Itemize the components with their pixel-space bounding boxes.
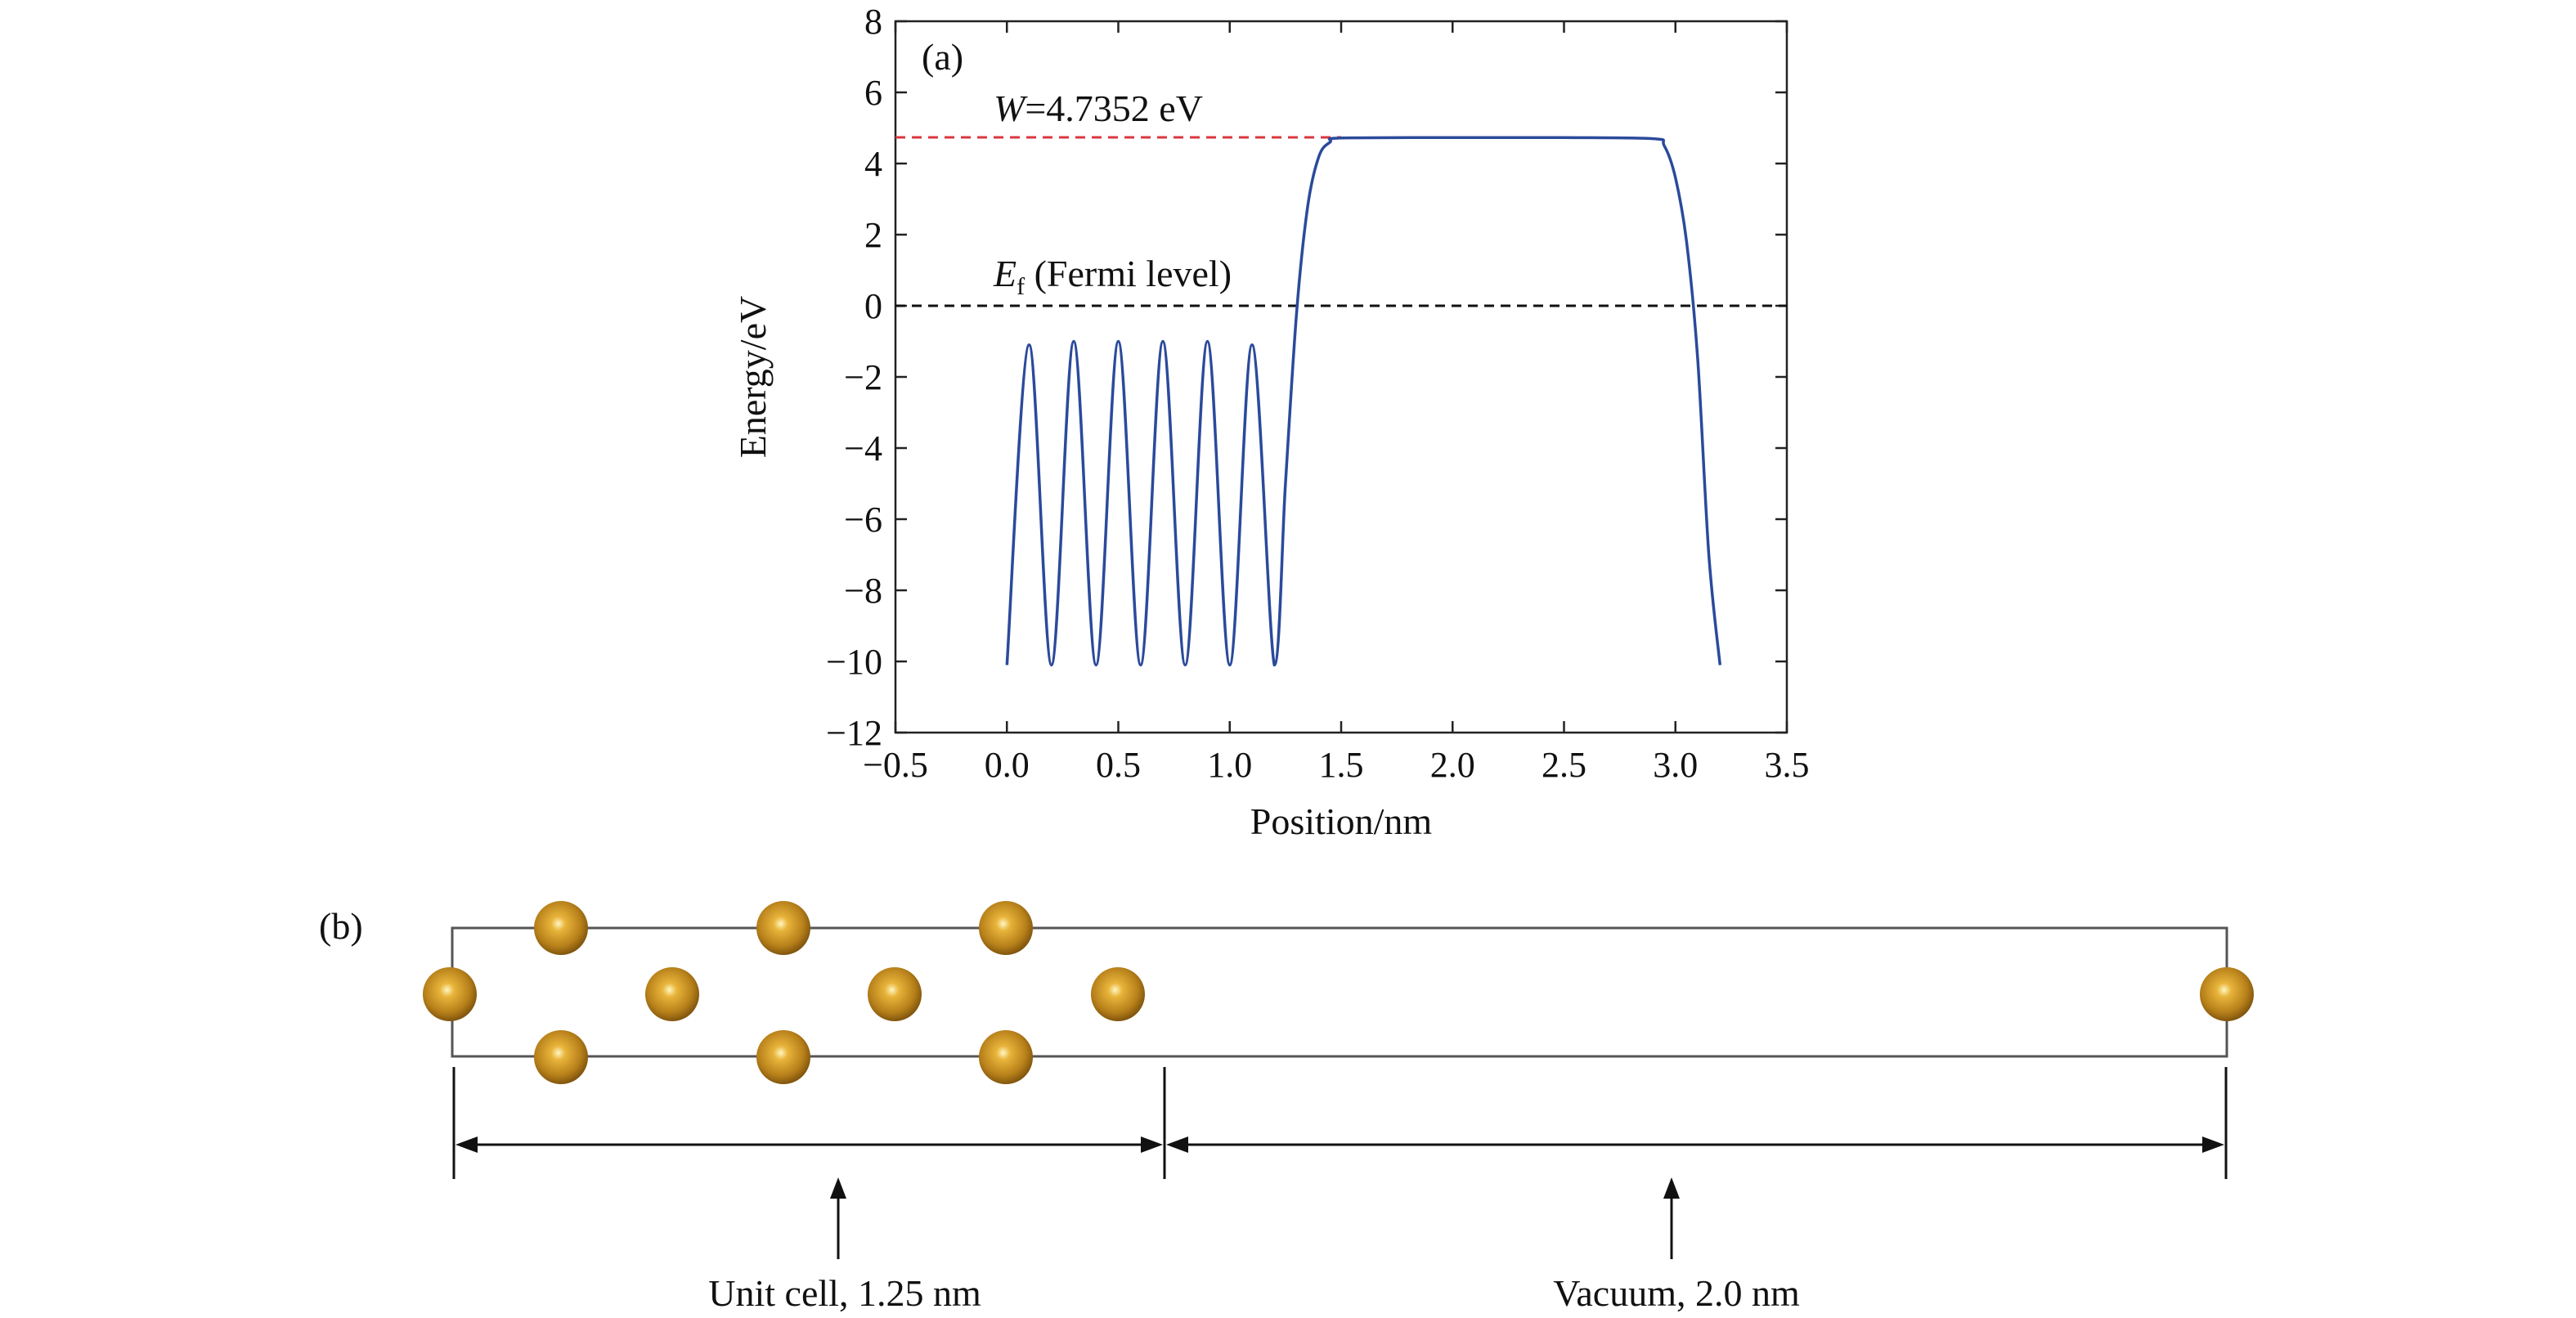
atom bbox=[979, 901, 1033, 955]
vacuum-arrow-left-head bbox=[1166, 1136, 1188, 1153]
atom bbox=[756, 901, 810, 955]
x-tick-label: 1.0 bbox=[1207, 745, 1252, 785]
y-tick-label: −4 bbox=[844, 428, 882, 468]
unit-cell-label: Unit cell, 1.25 nm bbox=[708, 1272, 981, 1314]
atom bbox=[756, 1030, 810, 1084]
y-tick-label: −6 bbox=[844, 500, 882, 540]
y-tick-label: 2 bbox=[864, 215, 882, 255]
work-function-symbol: W bbox=[994, 87, 1028, 129]
x-tick-label: 3.0 bbox=[1653, 745, 1698, 785]
y-ticks: −12 −10 −8 −6 −4 −2 0 2 4 6 8 bbox=[826, 2, 1787, 753]
x-tick-label: −0.5 bbox=[863, 745, 928, 785]
arrow-heads bbox=[456, 1136, 2224, 1199]
unit-cell-arrow-right-head bbox=[1141, 1136, 1163, 1153]
x-tick-label: 1.5 bbox=[1319, 745, 1364, 785]
y-tick-label: −2 bbox=[844, 357, 882, 397]
panel-a-label: (a) bbox=[922, 36, 963, 78]
x-ticks: −0.5 0.0 0.5 1.0 1.5 2.0 2.5 3.0 3.5 bbox=[863, 21, 1810, 785]
fermi-subscript: f bbox=[1016, 273, 1025, 300]
atom bbox=[534, 1030, 588, 1084]
vacuum-pointer-head bbox=[1663, 1177, 1680, 1199]
y-tick-label: −8 bbox=[844, 571, 882, 611]
y-tick-label: 0 bbox=[864, 286, 882, 326]
fermi-level-annotation: Ef (Fermi level) bbox=[993, 253, 1232, 300]
x-tick-label: 0.5 bbox=[1096, 745, 1141, 785]
series-group bbox=[1005, 136, 1722, 667]
atom bbox=[2200, 967, 2254, 1021]
atom bbox=[534, 901, 588, 955]
fermi-symbol: E bbox=[993, 253, 1016, 294]
energy-chart: −12 −10 −8 −6 −4 −2 0 2 4 6 8 −0.5 0.0 0.5 1.0 1.5 2.0 2… bbox=[732, 2, 1810, 842]
atom bbox=[645, 967, 699, 1021]
y-tick-label: −12 bbox=[826, 713, 882, 753]
y-tick-label: −10 bbox=[826, 642, 882, 682]
vacuum-arrow-right-head bbox=[2202, 1136, 2224, 1153]
dimension-markers bbox=[452, 1067, 2228, 1259]
work-function-annotation: W=4.7352 eV bbox=[994, 87, 1203, 129]
vacuum-label: Vacuum, 2.0 nm bbox=[1553, 1272, 1800, 1314]
energy-profile-line bbox=[1005, 136, 1722, 667]
x-tick-label: 2.5 bbox=[1542, 745, 1586, 785]
x-axis-title: Position/nm bbox=[1250, 800, 1433, 842]
structure-panel: (b) bbox=[319, 901, 2254, 1314]
panel-b-label: (b) bbox=[319, 905, 363, 947]
atom bbox=[1091, 967, 1145, 1021]
unit-cell-arrow-left-head bbox=[456, 1136, 478, 1153]
atom bbox=[979, 1030, 1033, 1084]
atoms bbox=[423, 901, 2254, 1084]
x-tick-label: 0.0 bbox=[985, 745, 1030, 785]
x-tick-label: 2.0 bbox=[1430, 745, 1475, 785]
x-tick-label: 3.5 bbox=[1765, 745, 1810, 785]
unit-cell-pointer-head bbox=[830, 1177, 846, 1199]
y-tick-label: 4 bbox=[864, 144, 882, 184]
reference-lines bbox=[895, 136, 1787, 307]
supercell-box bbox=[451, 926, 2228, 1058]
y-axis-title: Energy/eV bbox=[732, 296, 774, 458]
atom bbox=[423, 967, 477, 1021]
y-tick-label: 6 bbox=[864, 73, 882, 113]
work-function-value: =4.7352 eV bbox=[1025, 87, 1203, 129]
atom bbox=[868, 967, 922, 1021]
fermi-text: (Fermi level) bbox=[1025, 253, 1232, 294]
y-tick-label: 8 bbox=[864, 2, 882, 42]
